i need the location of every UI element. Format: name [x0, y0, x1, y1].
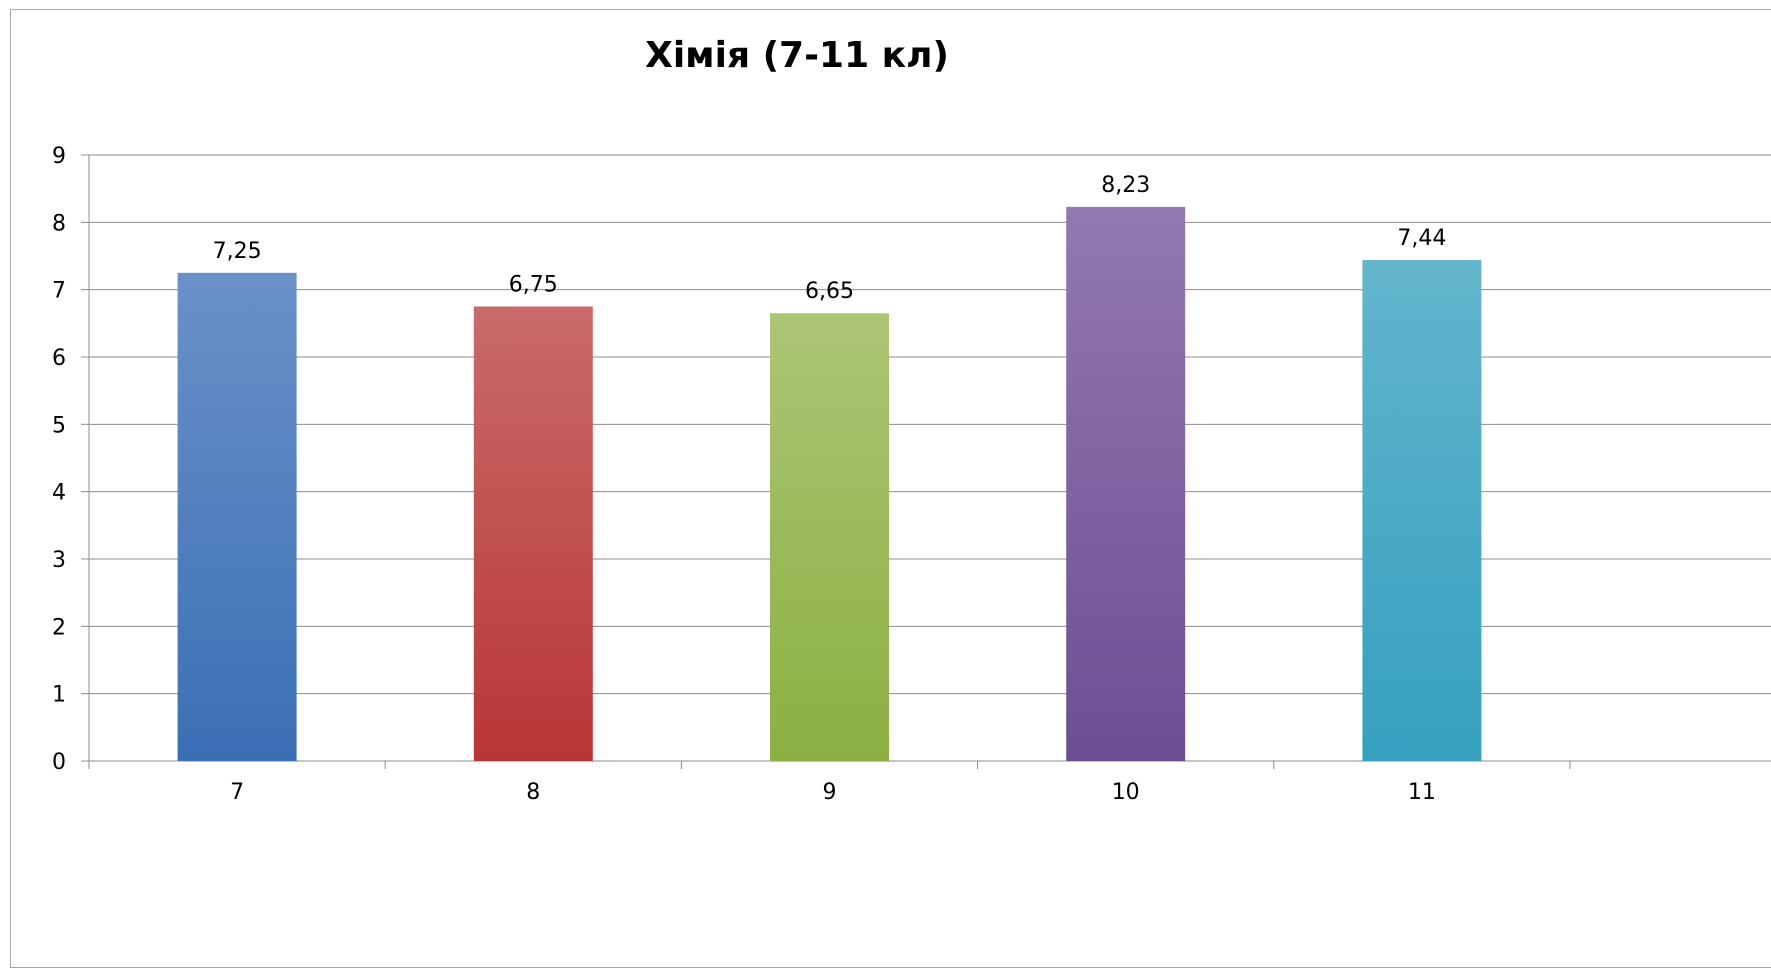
- data-label: 7,44: [1397, 226, 1446, 251]
- bars: [177, 206, 1482, 761]
- data-label: 8,23: [1101, 173, 1150, 198]
- bar-9: [770, 313, 889, 761]
- x-tick-label: 8: [526, 780, 540, 805]
- gridlines: [89, 154, 1771, 695]
- x-tick-label: 9: [823, 780, 837, 805]
- y-tick-label: 0: [52, 750, 66, 775]
- bar-11: [1362, 260, 1482, 761]
- y-tick-label: 4: [52, 481, 66, 506]
- bar-8: [473, 306, 593, 761]
- data-label: 6,75: [509, 273, 558, 298]
- chart-title: Хімія (7-11 кл): [645, 35, 949, 76]
- y-tick-label: 9: [52, 144, 66, 169]
- x-tick-label: 11: [1408, 780, 1436, 805]
- data-label: 7,25: [213, 239, 262, 264]
- y-tick-label: 7: [52, 279, 66, 304]
- x-tick-label: 7: [230, 780, 244, 805]
- y-tick-label: 1: [52, 683, 66, 708]
- y-tick-label: 3: [52, 548, 66, 573]
- y-tick-label: 2: [52, 615, 66, 640]
- x-tick-label: 10: [1112, 780, 1140, 805]
- bar-7: [177, 272, 297, 761]
- y-tick-label: 5: [52, 413, 66, 438]
- data-labels: 7,25 7 6,75 8 6,65 9 8,23 10 7,44 11: [213, 173, 1447, 805]
- y-tick-label: 8: [52, 211, 66, 236]
- axes: 0 1 2 3 4 5 6 7 8 9: [52, 144, 1771, 775]
- data-label: 6,65: [805, 279, 854, 304]
- y-tick-label: 6: [52, 346, 66, 371]
- bar-10: [1066, 206, 1186, 761]
